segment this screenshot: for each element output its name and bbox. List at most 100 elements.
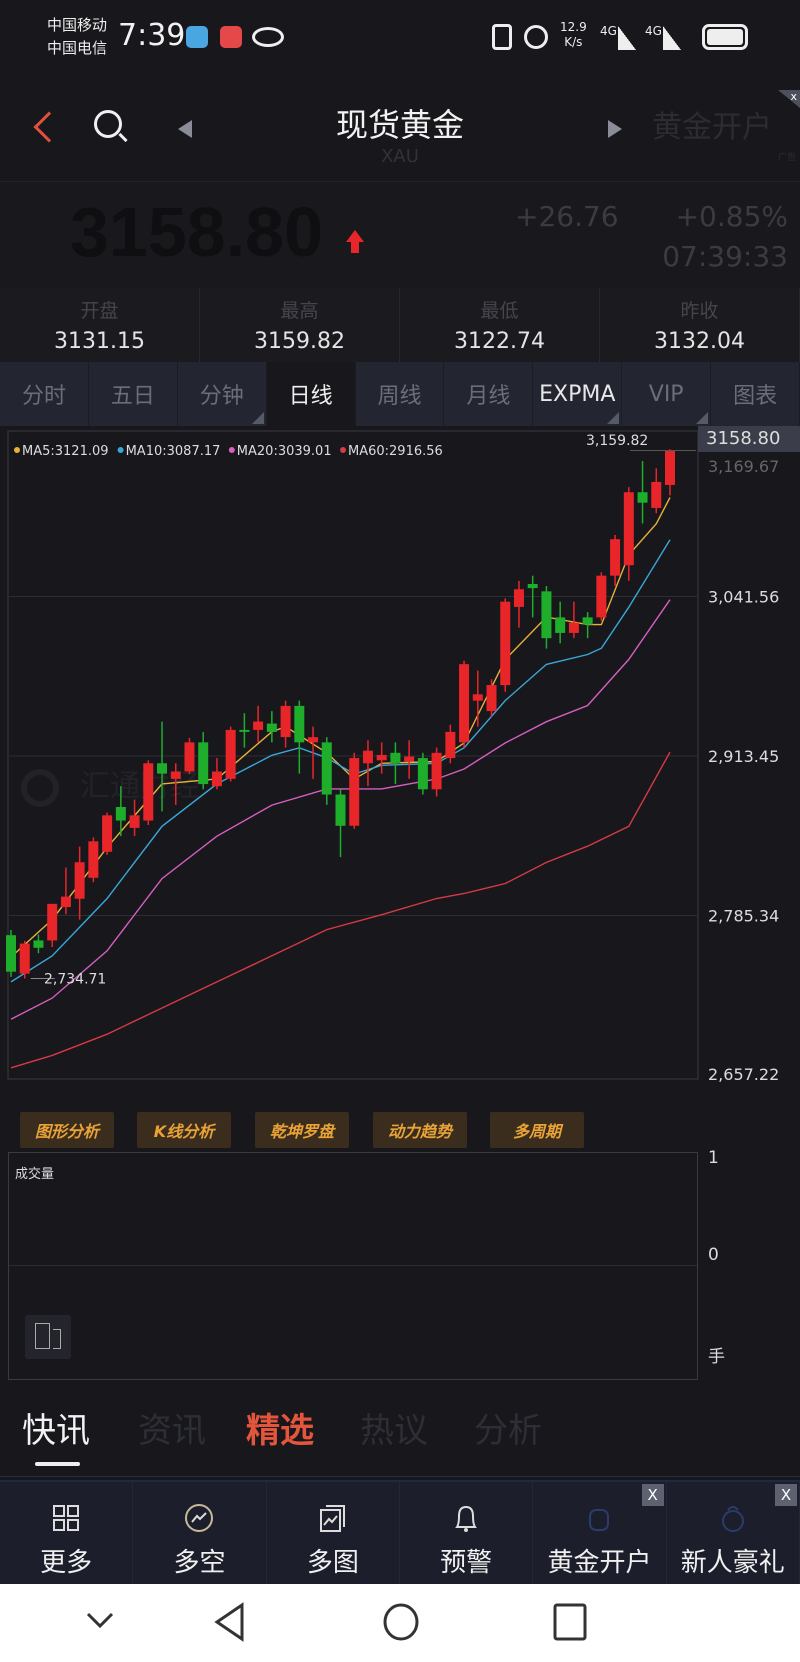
news-tab-flash[interactable]: 快讯 (22, 1411, 90, 1451)
more-button[interactable]: 更多 (0, 1482, 134, 1584)
stat-value: 3122.74 (454, 329, 545, 354)
momentum-trend-button[interactable]: 动力趋势 (373, 1112, 467, 1148)
candle-body (321, 742, 332, 795)
candle-body (459, 664, 470, 743)
candle-body (637, 492, 648, 503)
stats-row: 开盘 3131.15 最高 3159.82 最低 3122.74 昨收 3132.04 (0, 288, 800, 362)
tab-label: 周线 (377, 384, 422, 409)
volume-panel: 成交量 (8, 1152, 698, 1380)
header: 现货黄金 XAU 黄金开户 广告 x (0, 90, 800, 182)
tab-weekly[interactable]: 周线 (355, 362, 445, 426)
gold-account-button[interactable]: 黄金开户 X (533, 1482, 667, 1584)
last-price-tag (698, 426, 800, 452)
candle-body (280, 705, 291, 738)
news-tab-analysis[interactable]: 分析 (474, 1411, 542, 1451)
tab-label: 日线 (288, 384, 333, 409)
search-button[interactable] (94, 110, 122, 138)
candle-body (362, 750, 373, 764)
dropdown-corner-icon (607, 412, 620, 424)
y-tick-label: 3,041.56 (708, 587, 779, 606)
candle (239, 713, 250, 748)
candle (253, 705, 264, 743)
y-tick-label: 2,657.22 (708, 1065, 779, 1084)
quote-time: 07:39:33 (662, 240, 788, 273)
news-tab-info[interactable]: 资讯 (138, 1411, 206, 1451)
tab-five-day[interactable]: 五日 (88, 362, 178, 426)
bell-icon (400, 1498, 532, 1538)
candle (665, 449, 675, 496)
candle (596, 572, 607, 621)
back-nav-icon[interactable] (212, 1602, 246, 1642)
hide-nav-chevron-icon[interactable] (84, 1610, 116, 1632)
multi-chart-label: 多图 (306, 1548, 359, 1578)
app-notification-icon (186, 26, 208, 48)
long-short-button[interactable]: 多空 (133, 1482, 267, 1584)
candle (321, 737, 332, 805)
eye-icon (252, 27, 284, 47)
candle-body (568, 622, 579, 633)
rotate-screen-icon[interactable] (25, 1315, 71, 1359)
candle (280, 700, 291, 748)
signal-1-icon (618, 26, 636, 50)
previous-instrument-button[interactable] (178, 120, 192, 138)
news-tab-hot[interactable]: 热议 (360, 1411, 428, 1451)
tab-intraday[interactable]: 分时 (0, 362, 89, 426)
stat-label: 昨收 (680, 300, 719, 322)
candle (266, 711, 277, 743)
legend-dot (340, 447, 346, 453)
system-nav-bar (0, 1584, 800, 1662)
multi-chart-button[interactable]: 多图 (267, 1482, 400, 1584)
tab-label: 月线 (466, 384, 511, 409)
candle-body (115, 806, 126, 821)
candle-body (651, 481, 662, 508)
candle (88, 837, 99, 883)
alert-button[interactable]: 预警 (400, 1482, 534, 1584)
next-instrument-button[interactable] (608, 120, 622, 138)
candle-body (582, 617, 593, 625)
candle (184, 737, 195, 774)
candle (211, 758, 222, 790)
tab-label: 分钟 (199, 384, 244, 409)
analysis-buttons: 图形分析 K线分析 乾坤罗盘 动力趋势 多周期 (0, 1112, 800, 1150)
tab-minute[interactable]: 分钟 (177, 362, 267, 426)
candle (527, 575, 538, 618)
close-icon[interactable]: X (774, 1484, 797, 1506)
gold-account-label: 黄金开户 (547, 1548, 652, 1578)
candle (541, 585, 552, 649)
candle-body (527, 583, 538, 589)
news-tab-featured[interactable]: 精选 (246, 1411, 314, 1451)
home-nav-icon[interactable] (382, 1602, 420, 1642)
stat-prev-close: 昨收 3132.04 (600, 288, 800, 362)
ad-close-button[interactable]: x (778, 90, 800, 108)
close-icon[interactable]: X (641, 1484, 664, 1506)
long-short-label: 多空 (173, 1548, 226, 1578)
candle (335, 789, 346, 858)
net-speed-unit: K/s (564, 35, 583, 49)
recents-nav-icon[interactable] (552, 1602, 588, 1642)
compass-button[interactable]: 乾坤罗盘 (255, 1112, 349, 1148)
kline-analysis-button[interactable]: K线分析 (137, 1112, 231, 1148)
gift-bag-icon (667, 1498, 799, 1538)
new-user-gift-button[interactable]: 新人豪礼 X (667, 1482, 800, 1584)
candle-body (665, 450, 675, 485)
multi-period-button[interactable]: 多周期 (490, 1112, 584, 1148)
tab-chart-settings[interactable]: 图表 (711, 362, 800, 426)
legend-label: MA5:3121.09 (22, 444, 109, 459)
tab-expma[interactable]: EXPMA (533, 362, 623, 426)
tab-label: EXPMA (539, 381, 616, 407)
ad-banner[interactable]: 黄金开户 (652, 110, 772, 145)
tab-daily[interactable]: 日线 (266, 362, 356, 426)
candle (445, 724, 456, 764)
tab-vip[interactable]: VIP (622, 362, 712, 426)
candle (651, 468, 662, 514)
candle (582, 612, 593, 639)
net-speed: 12.9 K/s (560, 20, 587, 50)
tab-label: 分时 (21, 384, 66, 409)
alert-label: 预警 (440, 1548, 493, 1578)
candlestick-chart[interactable]: 3,169.67 3,041.56 2,913.45 2,785.34 2,657.22… (0, 426, 800, 1086)
candle (390, 742, 401, 785)
tab-monthly[interactable]: 月线 (444, 362, 534, 426)
pattern-analysis-button[interactable]: 图形分析 (20, 1112, 114, 1148)
candle (486, 679, 497, 717)
new-user-gift-label: 新人豪礼 (680, 1548, 785, 1578)
